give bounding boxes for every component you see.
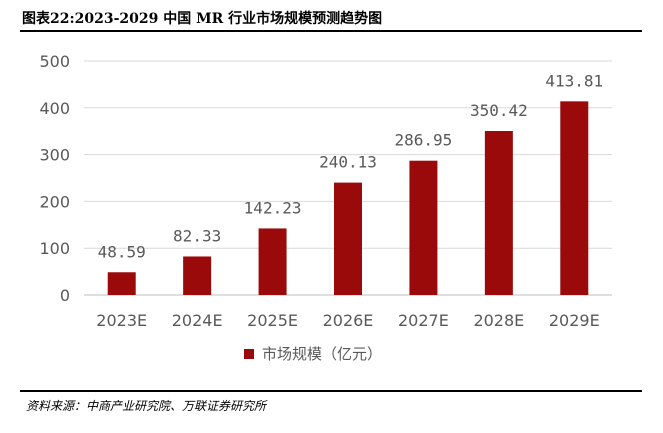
bar-2029E (560, 101, 589, 296)
y-tick-label: 300 (39, 146, 70, 165)
legend-label: 市场规模（亿元） (262, 345, 382, 363)
data-label-2024E: 82.33 (173, 226, 221, 245)
x-tick-label: 2027E (398, 311, 449, 330)
legend: 市场规模（亿元） (244, 345, 382, 363)
x-tick-label: 2025E (247, 311, 298, 330)
data-label-2026E: 240.13 (319, 153, 377, 172)
data-label-2028E: 350.42 (470, 101, 528, 120)
bar-2023E (107, 272, 136, 295)
y-tick-label: 0 (60, 286, 70, 305)
bar-2024E (183, 256, 212, 295)
bars: 48.59 82.33 142.23 240.13 286.95 350.42 413.81 (98, 71, 603, 296)
data-label-2023E: 48.59 (98, 242, 146, 261)
bar-chart: 0 100 200 300 400 500 48.59 82.33 142.23 240.13 2… (39, 52, 612, 363)
x-tick-label: 2023E (96, 311, 147, 330)
bar-2025E (258, 228, 287, 295)
legend-swatch (244, 349, 254, 359)
x-tick-label: 2024E (172, 311, 223, 330)
y-tick-label: 400 (39, 99, 70, 118)
bar-2028E (484, 131, 513, 295)
data-label-2027E: 286.95 (395, 131, 453, 150)
y-tick-label: 200 (39, 192, 70, 211)
y-axis-tick-labels: 0 100 200 300 400 500 (39, 52, 70, 305)
figure-title: 图表22:2023-2029 中国 MR 行业市场规模预测趋势图 (22, 11, 383, 27)
source-note: 资料来源：中商产业研究院、万联证券研究所 (26, 399, 267, 413)
x-tick-label: 2026E (323, 311, 374, 330)
top-rule (20, 30, 642, 32)
x-tick-label: 2028E (473, 311, 524, 330)
y-tick-label: 500 (39, 52, 70, 71)
y-tick-label: 100 (39, 239, 70, 258)
bar-2026E (334, 182, 362, 295)
x-axis-tick-labels: 2023E 2024E 2025E 2026E 2027E 2028E 2029E (96, 311, 599, 330)
bar-2027E (409, 160, 438, 295)
data-label-2025E: 142.23 (244, 198, 302, 217)
x-tick-label: 2029E (549, 311, 600, 330)
bottom-rule (20, 390, 642, 392)
data-label-2029E: 413.81 (545, 71, 603, 90)
